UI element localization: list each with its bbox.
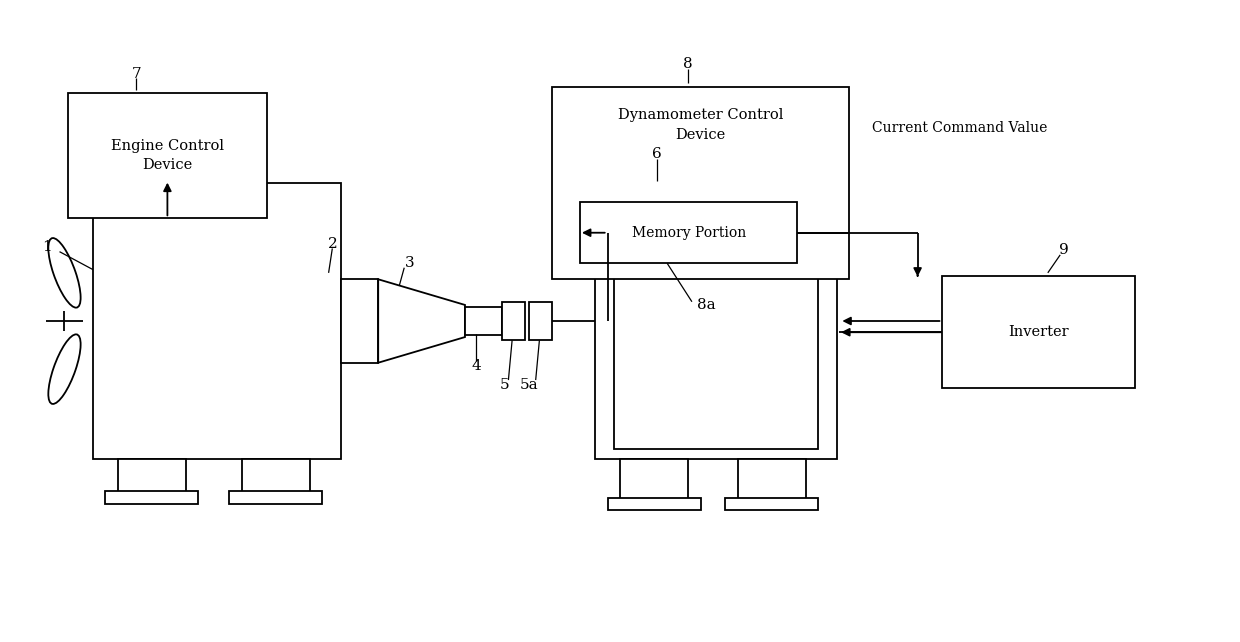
Bar [229, 491, 322, 504]
Text: 8: 8 [683, 57, 693, 71]
Bar [552, 87, 849, 279]
Text: Engine Control
Device: Engine Control Device [110, 139, 224, 173]
Bar [614, 193, 818, 449]
Bar [502, 302, 525, 340]
Text: 2: 2 [327, 237, 337, 251]
Text: 5: 5 [500, 378, 510, 392]
Text: 8a: 8a [697, 298, 717, 312]
Bar [580, 202, 797, 263]
Bar [608, 498, 701, 510]
Text: 9: 9 [1059, 243, 1069, 257]
Text: 1: 1 [42, 240, 52, 254]
Bar [595, 183, 837, 459]
Text: Dynamometer Control
Device: Dynamometer Control Device [618, 108, 784, 142]
Text: 3: 3 [404, 256, 414, 270]
Bar [93, 183, 341, 459]
Text: Inverter: Inverter [1008, 325, 1069, 339]
Text: 4: 4 [471, 359, 481, 373]
Text: 5a: 5a [520, 378, 539, 392]
Bar [105, 491, 198, 504]
Bar [942, 276, 1135, 388]
Text: 7: 7 [131, 67, 141, 81]
Bar [341, 279, 378, 363]
Bar [529, 302, 552, 340]
Bar [242, 459, 310, 494]
Bar [738, 459, 806, 501]
Bar [725, 498, 818, 510]
Text: 6: 6 [652, 147, 662, 161]
Text: Current Command Value: Current Command Value [872, 121, 1047, 135]
Text: Memory Portion: Memory Portion [631, 226, 746, 239]
Bar [118, 459, 186, 494]
Bar [68, 93, 267, 218]
Polygon shape [378, 279, 465, 363]
Bar [465, 307, 502, 335]
Bar [620, 459, 688, 501]
Ellipse shape [48, 334, 81, 404]
Ellipse shape [48, 238, 81, 308]
